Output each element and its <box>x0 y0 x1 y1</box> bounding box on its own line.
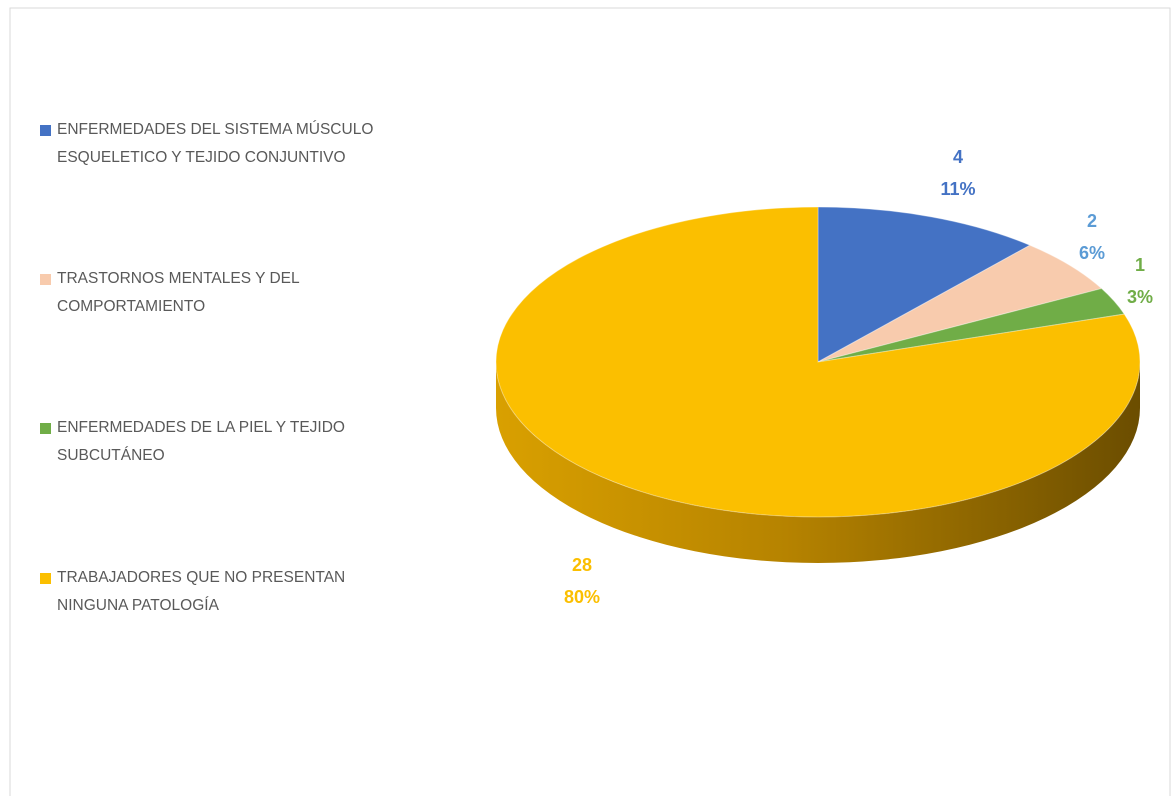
legend-entry: ENFERMEDADES DEL SISTEMA MÚSCULO ESQUELE… <box>40 116 415 172</box>
slice-side <box>496 362 1140 563</box>
slice <box>495 206 1141 518</box>
legend-entry: TRABAJADORES QUE NO PRESENTAN NINGUNA PA… <box>40 564 415 620</box>
legend-label: TRABAJADORES QUE NO PRESENTAN NINGUNA PA… <box>57 569 346 614</box>
value-label: 28 <box>572 555 592 575</box>
legend-swatch <box>40 423 51 434</box>
percent-label: 80% <box>564 587 600 607</box>
slice <box>817 206 1032 363</box>
legend-swatch <box>40 125 51 136</box>
percent-label: 3% <box>1127 287 1153 307</box>
value-label: 1 <box>1135 255 1145 275</box>
slice <box>817 287 1126 363</box>
percent-label: 6% <box>1079 243 1105 263</box>
value-label: 2 <box>1087 211 1097 231</box>
legend-entry: TRASTORNOS MENTALES Y DEL COMPORTAMIENTO <box>40 265 415 321</box>
legend-entry: ENFERMEDADES DE LA PIEL Y TEJIDO SUBCUTÁ… <box>40 414 415 470</box>
legend-label: ENFERMEDADES DE LA PIEL Y TEJIDO SUBCUTÁ… <box>57 419 345 464</box>
slice <box>817 244 1103 363</box>
legend-swatch <box>40 573 51 584</box>
value-label: 4 <box>953 147 963 167</box>
legend-swatch <box>40 274 51 285</box>
chart-frame <box>9 7 1171 796</box>
legend-label: ENFERMEDADES DEL SISTEMA MÚSCULO ESQUELE… <box>57 121 374 166</box>
percent-label: 11% <box>940 179 975 199</box>
legend-label: TRASTORNOS MENTALES Y DEL COMPORTAMIENTO <box>57 270 300 315</box>
